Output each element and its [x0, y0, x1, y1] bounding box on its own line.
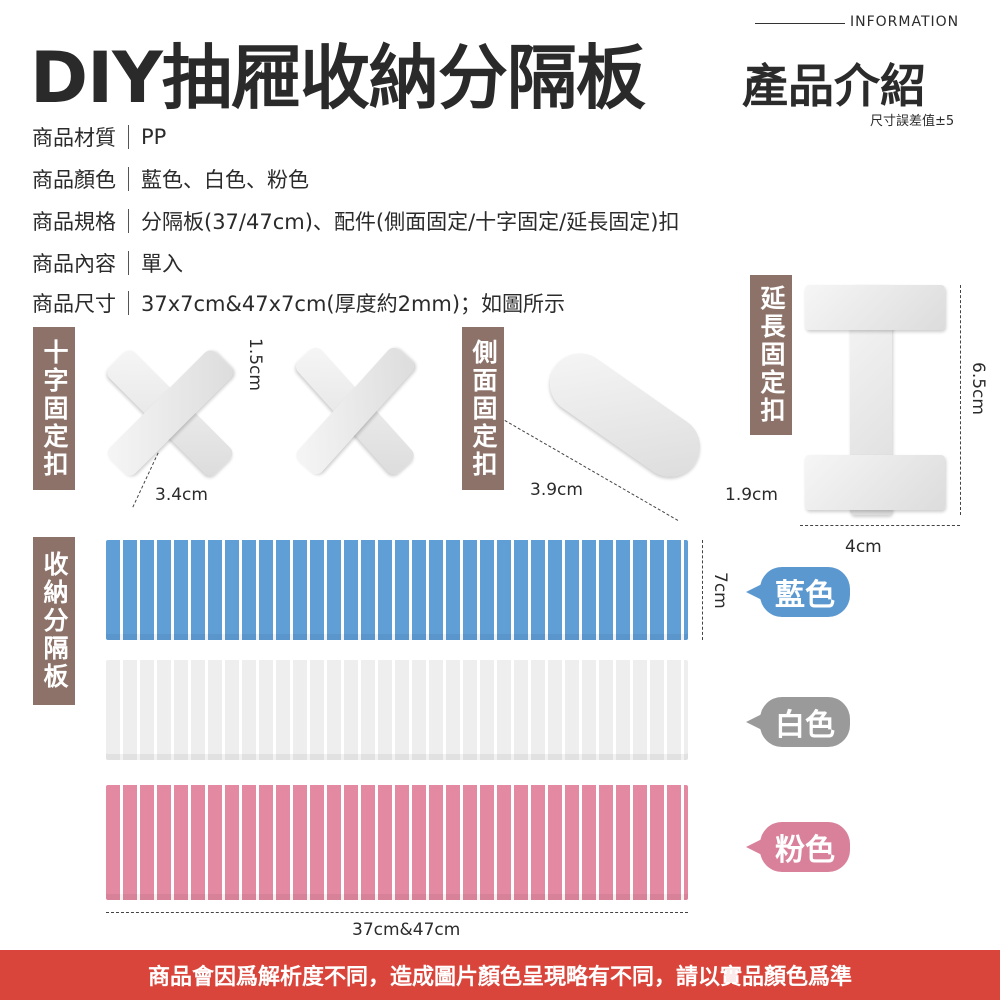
divider — [128, 209, 129, 233]
spec-value: 37x7cm&47x7cm(厚度約2mm)；如圖所示 — [141, 292, 566, 316]
spec-label: 商品規格 — [32, 210, 116, 234]
spec-row-contents: 商品內容 單入 — [32, 248, 183, 278]
bubble-tail — [746, 584, 762, 600]
divider — [128, 125, 129, 149]
cross-width-label: 3.4cm — [155, 485, 208, 505]
spec-label: 商品尺寸 — [32, 292, 116, 316]
extension-clip-label: 延長固定扣 — [750, 275, 792, 435]
dimension-line — [800, 525, 960, 526]
color-bubble-blue: 藍色 — [760, 567, 850, 617]
spec-label: 商品材質 — [32, 126, 116, 150]
spec-value: 單入 — [141, 252, 183, 276]
divider — [128, 167, 129, 191]
cross-clip-label: 十字固定扣 — [33, 327, 75, 490]
divider — [128, 291, 129, 315]
spec-value: PP — [141, 125, 167, 149]
extension-height-label: 6.5cm — [968, 362, 988, 415]
divider-height-label: 7cm — [710, 572, 730, 609]
side-clip-image — [538, 341, 712, 489]
divider-length-label: 37cm&47cm — [352, 920, 461, 940]
divider-white-image — [106, 660, 688, 760]
spec-value: 藍色、白色、粉色 — [141, 168, 309, 192]
spec-label: 商品內容 — [32, 252, 116, 276]
side-clip-label: 側面固定扣 — [462, 327, 504, 490]
divider-pink-image — [106, 785, 688, 900]
side-width-label: 1.9cm — [725, 485, 778, 505]
color-bubble-pink: 粉色 — [760, 822, 850, 872]
spec-value: 分隔板(37/47cm)、配件(側面固定/十字固定/延長固定)扣 — [141, 210, 680, 234]
footer-disclaimer: 商品會因爲解析度不同，造成圖片顏色呈現略有不同，請以實品顏色爲準 — [0, 950, 1000, 1000]
page-subtitle: 產品介紹 — [742, 59, 926, 113]
divider-blue-image — [106, 540, 688, 640]
cross-height-label: 1.5cm — [245, 338, 265, 391]
bubble-tail — [746, 714, 762, 730]
divider-label: 收納分隔板 — [33, 537, 75, 705]
spec-row-color: 商品顏色 藍色、白色、粉色 — [32, 164, 309, 194]
page-title: DIY抽屜收納分隔板 — [30, 37, 646, 119]
extension-clip-image — [805, 285, 945, 330]
color-bubble-white: 白色 — [760, 697, 850, 747]
divider — [128, 251, 129, 275]
dimension-line — [702, 540, 703, 640]
side-length-label: 3.9cm — [530, 480, 583, 500]
tolerance-note: 尺寸誤差值±5 — [870, 114, 955, 129]
spec-row-spec: 商品規格 分隔板(37/47cm)、配件(側面固定/十字固定/延長固定)扣 — [32, 206, 679, 236]
dimension-line — [106, 912, 688, 913]
info-label: INFORMATION — [850, 14, 960, 30]
spec-label: 商品顏色 — [32, 168, 116, 192]
info-divider-line — [755, 23, 845, 24]
extension-clip-image — [805, 455, 945, 510]
extension-width-label: 4cm — [845, 537, 882, 557]
bubble-tail — [746, 839, 762, 855]
dimension-line — [960, 285, 961, 515]
spec-row-material: 商品材質 PP — [32, 122, 166, 152]
spec-row-size: 商品尺寸 37x7cm&47x7cm(厚度約2mm)；如圖所示 — [32, 288, 565, 318]
